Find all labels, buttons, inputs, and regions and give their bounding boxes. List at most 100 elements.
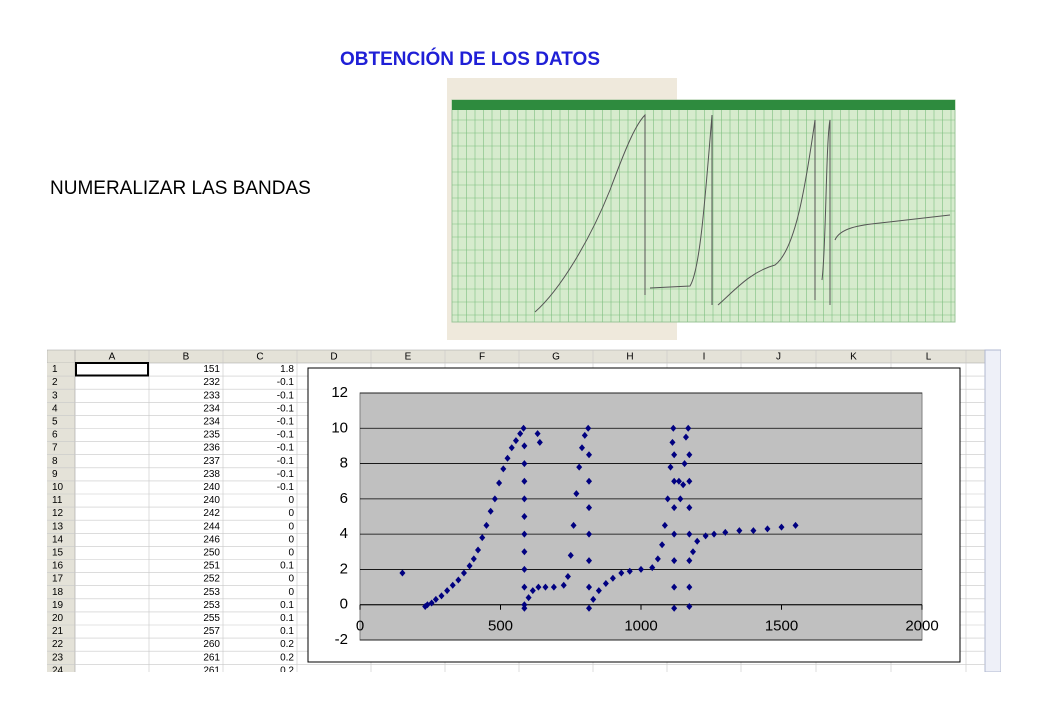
data-point [671, 504, 678, 512]
data-point [694, 537, 701, 545]
cell-value: 0.1 [280, 600, 294, 611]
data-point [399, 569, 406, 577]
column-header: B [183, 352, 190, 363]
y-tick-label: 0 [340, 596, 348, 613]
cell-value: 255 [203, 613, 220, 624]
data-point [586, 477, 593, 485]
cell-value: 253 [203, 587, 220, 598]
data-point [449, 581, 456, 589]
column-header: I [703, 352, 706, 363]
data-point [671, 477, 678, 485]
data-point [686, 583, 693, 591]
selected-cell [75, 362, 149, 377]
cell-value: 151 [203, 364, 220, 375]
data-point [686, 557, 693, 565]
cell-value: 233 [203, 390, 220, 401]
cell-value: 250 [203, 548, 220, 559]
data-point [496, 479, 503, 487]
cell-value: 1.8 [280, 364, 294, 375]
data-point [626, 567, 633, 575]
data-point [487, 507, 494, 515]
data-point [432, 595, 439, 603]
cell-value: 246 [203, 534, 220, 545]
data-point [521, 565, 528, 573]
cell-value: 242 [203, 508, 220, 519]
cell-value: 260 [203, 639, 220, 650]
data-point [618, 569, 625, 577]
data-point [686, 602, 693, 610]
row-number: 24 [52, 665, 64, 676]
data-point [534, 430, 541, 438]
cell-value: 234 [203, 403, 220, 414]
cell-value: 236 [203, 443, 220, 454]
data-point [491, 495, 498, 503]
data-point [677, 495, 684, 503]
data-point [670, 424, 677, 432]
cell-value: 0.2 [280, 639, 294, 650]
x-tick-label: 2000 [905, 618, 938, 635]
data-point [702, 532, 709, 540]
slide-label: NUMERALIZAR LAS BANDAS [50, 178, 311, 199]
row-number: 2 [52, 377, 58, 388]
data-point [671, 557, 678, 565]
x-tick-label: 1500 [765, 618, 798, 635]
data-point [535, 583, 542, 591]
data-point [444, 587, 451, 595]
row-number: 14 [52, 534, 64, 545]
data-point [460, 569, 467, 577]
data-point [649, 564, 656, 572]
data-point [466, 562, 473, 570]
column-header: E [405, 352, 412, 363]
data-point [711, 530, 718, 538]
data-point [542, 583, 549, 591]
data-point [764, 525, 771, 533]
cell-value: 0.1 [280, 626, 294, 637]
data-point [479, 534, 486, 542]
column-header: D [330, 352, 337, 363]
cell-value: 0 [288, 574, 294, 585]
data-point [578, 444, 585, 452]
cell-value: -0.1 [277, 469, 295, 480]
cell-value: 232 [203, 377, 220, 388]
row-number: 9 [52, 469, 58, 480]
data-point [681, 460, 688, 468]
data-point [671, 451, 678, 459]
data-point [654, 555, 661, 563]
data-point [667, 463, 674, 471]
row-number: 13 [52, 521, 64, 532]
data-point [685, 424, 692, 432]
cell-value: -0.1 [277, 403, 295, 414]
data-point [586, 557, 593, 565]
column-header: H [626, 352, 633, 363]
data-point [529, 587, 536, 595]
cell-value: 244 [203, 521, 220, 532]
data-point [689, 548, 696, 556]
cell-value: 0.2 [280, 652, 294, 663]
row-number: 12 [52, 508, 64, 519]
cell-value: 235 [203, 430, 220, 441]
column-header: F [479, 352, 485, 363]
data-point [586, 583, 593, 591]
data-point [686, 530, 693, 538]
row-number: 19 [52, 600, 64, 611]
cell-value: 234 [203, 417, 220, 428]
data-point [750, 527, 757, 535]
row-number: 23 [52, 652, 64, 663]
row-number: 22 [52, 639, 64, 650]
data-point [586, 451, 593, 459]
y-tick-label: 10 [331, 419, 348, 436]
cell-value: 240 [203, 495, 220, 506]
data-point [564, 572, 571, 580]
y-tick-label: 6 [340, 490, 348, 507]
data-point [521, 442, 528, 450]
data-point [570, 521, 577, 529]
data-point [576, 463, 583, 471]
data-point [470, 555, 477, 563]
row-number: 18 [52, 587, 64, 598]
x-tick-label: 0 [356, 618, 364, 635]
row-number: 3 [52, 390, 58, 401]
cell-value: -0.1 [277, 430, 295, 441]
data-point [595, 587, 602, 595]
row-number: 5 [52, 417, 58, 428]
data-point [609, 574, 616, 582]
